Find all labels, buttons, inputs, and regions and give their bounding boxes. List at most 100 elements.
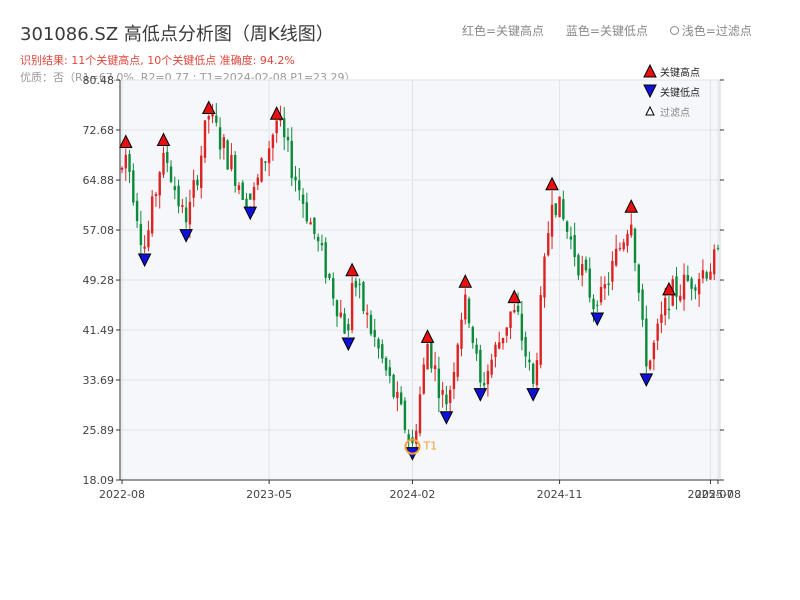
circle-icon bbox=[669, 26, 679, 35]
candle-body bbox=[381, 344, 384, 359]
candle-body bbox=[705, 272, 708, 279]
legend-text-red: 红色=关键高点 bbox=[462, 24, 545, 38]
candle-body bbox=[441, 389, 444, 395]
candle-body bbox=[241, 182, 244, 200]
y-tick-label: 72.68 bbox=[83, 124, 115, 137]
candle-body bbox=[316, 236, 320, 242]
key-high-marker bbox=[420, 329, 435, 343]
key-high-marker bbox=[624, 199, 639, 213]
candle-body bbox=[550, 204, 554, 237]
legend-high-icon bbox=[643, 63, 657, 78]
candle-body bbox=[120, 167, 124, 170]
key-low-marker bbox=[473, 388, 488, 402]
candle-body bbox=[415, 430, 418, 444]
key-low-marker bbox=[590, 312, 605, 327]
candle-body bbox=[675, 276, 678, 297]
candle-body bbox=[448, 389, 452, 404]
candle-body bbox=[245, 198, 248, 210]
recognition-result: 识别结果: 11个关键高点, 10个关键低点 准确度: 94.2% bbox=[20, 54, 295, 67]
candle-body bbox=[196, 179, 199, 186]
candle-body bbox=[445, 394, 448, 405]
y-tick-label: 25.89 bbox=[83, 424, 115, 437]
candle-body bbox=[437, 368, 441, 399]
candle-body bbox=[471, 327, 475, 343]
candle-body bbox=[482, 382, 486, 386]
candle-body bbox=[618, 247, 622, 250]
candle-body bbox=[501, 337, 505, 344]
candle-body bbox=[716, 247, 720, 249]
candle-body bbox=[524, 336, 527, 357]
x-tick-label: 2024-02 bbox=[389, 488, 435, 501]
candle-body bbox=[498, 342, 501, 349]
candle-body bbox=[407, 434, 410, 441]
candle-body bbox=[128, 154, 131, 172]
candle-body bbox=[709, 271, 712, 280]
candle-body bbox=[494, 344, 497, 358]
candle-body bbox=[264, 161, 267, 163]
candle-body bbox=[622, 242, 625, 250]
candle-body bbox=[290, 140, 293, 179]
candle-body bbox=[369, 314, 373, 335]
candle-body bbox=[686, 275, 690, 281]
candle-body bbox=[509, 311, 512, 329]
legend-filtered-icon bbox=[645, 105, 655, 116]
candle-body bbox=[426, 343, 429, 370]
candle-body bbox=[630, 224, 633, 236]
candle-body bbox=[373, 330, 376, 337]
x-tick-label: 2025-08 bbox=[695, 488, 741, 501]
candle-body bbox=[697, 278, 701, 295]
candle-body bbox=[539, 295, 542, 365]
candle-body bbox=[645, 318, 648, 367]
candle-body bbox=[305, 202, 309, 222]
t1-label: T1 bbox=[422, 440, 437, 453]
candle-body bbox=[475, 344, 478, 354]
candle-body bbox=[558, 196, 561, 218]
candle-body bbox=[592, 298, 595, 310]
candle-body bbox=[252, 187, 256, 201]
candle-body bbox=[528, 359, 531, 363]
candle-body bbox=[286, 136, 290, 141]
candle-body bbox=[392, 374, 395, 397]
candle-body bbox=[177, 185, 180, 207]
candle-body bbox=[226, 140, 229, 170]
candle-body bbox=[562, 199, 565, 220]
candle-body bbox=[215, 115, 218, 123]
t1-circle bbox=[404, 438, 421, 455]
candle-body bbox=[377, 339, 380, 349]
legend-text-blue: 蓝色=关键低点 bbox=[565, 24, 648, 38]
candle-body bbox=[354, 280, 358, 288]
y-tick-label: 49.28 bbox=[83, 274, 115, 287]
x-tick-label: 2024-11 bbox=[537, 488, 583, 501]
candle-body bbox=[633, 228, 637, 263]
candle-body bbox=[543, 256, 546, 298]
candle-body bbox=[200, 155, 203, 189]
candle-body bbox=[275, 120, 278, 134]
candle-body bbox=[599, 287, 603, 303]
candle-body bbox=[611, 260, 614, 282]
candle-body bbox=[467, 298, 471, 324]
candle-body bbox=[154, 194, 158, 196]
top-legend: 红色=关键高点 蓝色=关键低点 浅色=过滤点 bbox=[462, 22, 752, 39]
candle-body bbox=[184, 207, 188, 223]
key-low-marker bbox=[526, 388, 540, 402]
candle-body bbox=[158, 172, 161, 196]
candle-body bbox=[660, 314, 663, 323]
candle-body bbox=[565, 221, 569, 232]
candle-body bbox=[626, 233, 629, 246]
candle-body bbox=[456, 344, 459, 377]
candle-body bbox=[652, 342, 656, 360]
y-tick-label: 64.88 bbox=[83, 174, 115, 187]
candle-body bbox=[513, 310, 516, 313]
candle-body bbox=[663, 297, 667, 316]
candle-body bbox=[207, 116, 210, 120]
chart-title: 301086.SZ 高低点分析图（周K线图） bbox=[20, 24, 334, 45]
candle-body bbox=[320, 243, 324, 246]
candle-body bbox=[479, 349, 482, 383]
x-tick-label: 2022-08 bbox=[99, 488, 145, 501]
key-high-marker bbox=[201, 100, 216, 114]
markers: T1 bbox=[118, 63, 676, 461]
x-tick-label: 2025-07 bbox=[687, 488, 733, 501]
key-high-marker bbox=[458, 274, 473, 288]
candle-body bbox=[203, 120, 207, 158]
